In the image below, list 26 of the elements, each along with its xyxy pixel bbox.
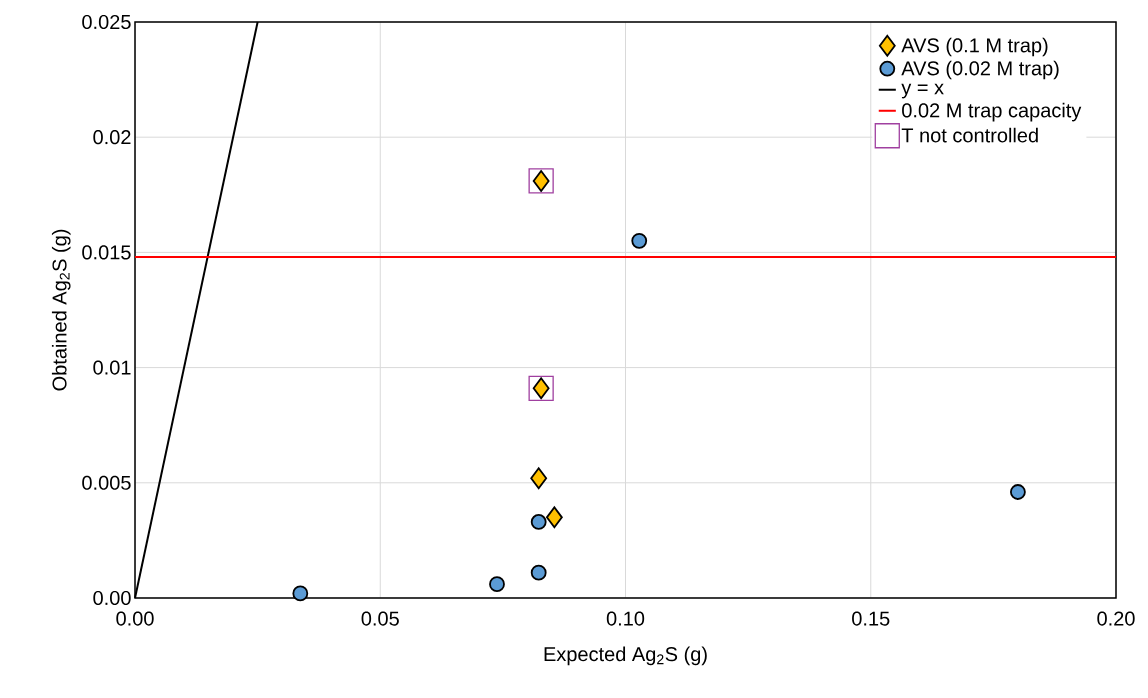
y-tick-label: 0.005	[82, 475, 131, 490]
x-axis-title: Expected Ag$_{2}$S (g)	[544, 646, 707, 666]
y-tick-label: 0.025	[82, 14, 131, 30]
point	[1010, 484, 1026, 500]
point	[530, 514, 547, 530]
legend-label: AVS (0.1 M trap)	[901, 37, 1048, 57]
point	[631, 232, 648, 249]
x-tick-label: 0.10	[606, 611, 645, 626]
x-tick-label: 0.20	[1097, 611, 1135, 626]
legend-label: 0.02 M trap capacity	[902, 102, 1082, 122]
x-tick-label: 0.05	[361, 611, 399, 626]
legend-label: T not controlled	[901, 127, 1038, 143]
y-tick-label: 0.00	[93, 590, 131, 606]
legend-label: AVS (0.02 M trap)	[901, 60, 1059, 80]
y-tick-label: 0.01	[93, 360, 131, 375]
y-axis-title: Obtained Ag$_{2}$S (g)	[51, 229, 71, 391]
x-tick-label: 0.00	[116, 611, 154, 626]
x-tick-label: 0.15	[852, 611, 890, 626]
y-tick-label: 0.015	[82, 245, 131, 260]
point	[292, 585, 309, 602]
legend-label: y = x	[901, 83, 944, 99]
point	[489, 576, 505, 593]
point	[530, 564, 547, 581]
point	[545, 506, 563, 529]
y-tick-label: 0.02	[93, 130, 131, 145]
point	[530, 467, 548, 490]
